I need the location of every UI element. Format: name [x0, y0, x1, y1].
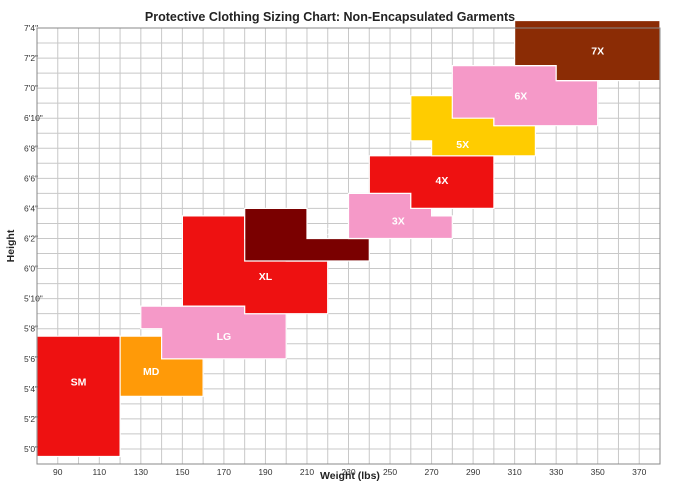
y-tick-label: 5'4"	[24, 384, 38, 394]
x-tick-label: 110	[93, 467, 107, 477]
x-tick-labels: 90 110 130 150 170 190 210 230 250 270 290 310 330 35…	[53, 467, 647, 477]
plot-frame	[36, 27, 661, 465]
x-tick-label: 250	[383, 467, 397, 477]
size-label-md: MD	[143, 366, 160, 378]
size-label-xl: XL	[259, 271, 273, 283]
x-tick-label: 270	[424, 467, 438, 477]
y-tick-label: 5'10"	[24, 294, 43, 304]
y-tick-label: 6'0"	[24, 264, 38, 274]
y-tick-label: 7'0"	[24, 83, 38, 93]
size-label-4x: 4X	[436, 175, 449, 187]
size-labels: SM MD LG XL 2X 3X 4X 5X 6X 7X	[71, 46, 604, 389]
size-label-lg: LG	[217, 331, 232, 343]
x-tick-label: 310	[508, 467, 522, 477]
x-tick-label: 290	[466, 467, 480, 477]
y-tick-label: 6'2"	[24, 233, 38, 243]
x-tick-label: 170	[217, 467, 231, 477]
x-tick-label: 230	[341, 467, 355, 477]
y-tick-label: 5'8"	[24, 324, 38, 334]
size-label-sm: SM	[71, 376, 87, 388]
x-tick-label: 370	[632, 467, 646, 477]
y-tick-label: 5'6"	[24, 354, 38, 364]
x-tick-label: 150	[175, 467, 189, 477]
x-tick-label: 210	[300, 467, 314, 477]
y-tick-label: 6'6"	[24, 173, 38, 183]
size-label-5x: 5X	[456, 139, 469, 151]
x-tick-label: 330	[549, 467, 563, 477]
x-axis-label: Weight (lbs)	[320, 470, 380, 482]
y-axis-label: Height	[5, 229, 17, 262]
y-tick-labels: 5'0" 5'2" 5'4" 5'6" 5'8" 5'10" 6'0" 6'2" 6'4" 6'6…	[24, 23, 43, 454]
y-tick-label: 6'4"	[24, 203, 38, 213]
y-tick-label: 7'4"	[24, 23, 38, 33]
x-tick-label: 190	[258, 467, 272, 477]
x-tick-label: 130	[134, 467, 148, 477]
size-region-2x	[244, 207, 370, 262]
size-region-4x	[368, 155, 495, 209]
size-regions	[36, 19, 661, 458]
y-tick-label: 7'2"	[24, 53, 38, 63]
x-tick-label: 350	[591, 467, 605, 477]
y-tick-label: 6'8"	[24, 143, 38, 153]
y-tick-label: 5'2"	[24, 414, 38, 424]
size-label-7x: 7X	[591, 46, 604, 58]
y-tick-label: 6'10"	[24, 113, 43, 123]
chart-title: Protective Clothing Sizing Chart: Non-En…	[145, 10, 515, 24]
size-label-6x: 6X	[514, 91, 527, 103]
size-label-2x: 2X	[321, 226, 334, 238]
size-region-sm	[36, 335, 121, 458]
x-tick-label: 90	[53, 467, 63, 477]
y-tick-label: 5'0"	[24, 444, 38, 454]
size-label-3x: 3X	[392, 215, 405, 227]
